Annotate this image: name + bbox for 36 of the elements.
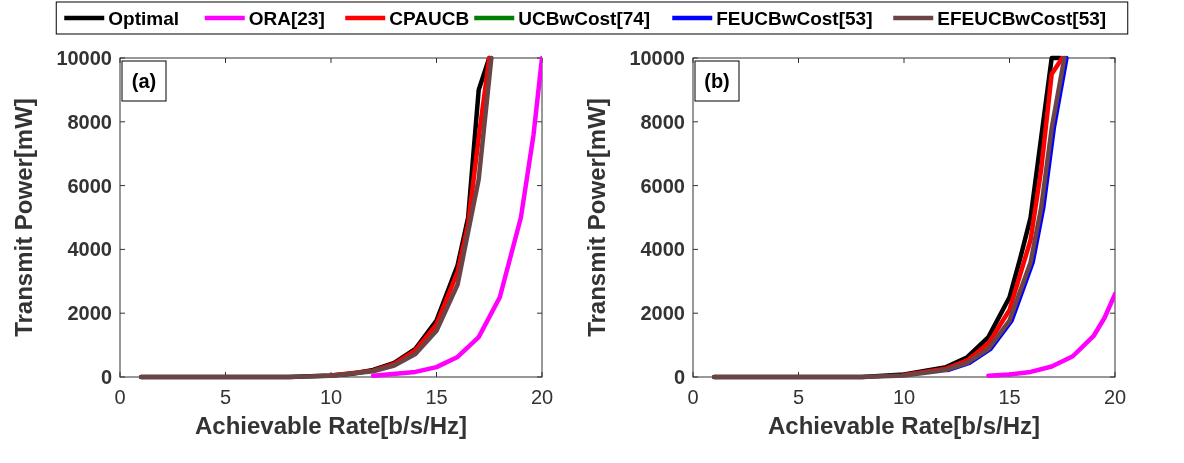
annotation: (a) <box>131 70 157 92</box>
y-tick-label: 0 <box>100 366 112 388</box>
y-tick-label: 10000 <box>629 47 685 69</box>
y-tick-label: 2000 <box>640 302 685 325</box>
y-tick-label: 6000 <box>640 174 685 197</box>
legend-label: FEUCBwCost[53] <box>716 8 873 29</box>
legend-label: UCBwCost[74] <box>518 8 651 29</box>
x-tick-label: 0 <box>687 386 699 408</box>
x-tick-label: 20 <box>1103 386 1127 408</box>
legend-label: Optimal <box>108 8 179 29</box>
x-tick-label: 20 <box>530 386 554 408</box>
y-tick-label: 2000 <box>67 302 112 325</box>
legend-label: ORA[23] <box>248 8 325 29</box>
x-tick-label: 10 <box>319 386 343 408</box>
x-tick-label: 15 <box>998 386 1021 408</box>
legend-label: EFEUCBwCost[53] <box>937 8 1107 29</box>
y-tick-label: 4000 <box>640 238 685 261</box>
legend-label: CPAUCB <box>389 8 470 29</box>
y-tick-label: 10000 <box>56 47 112 69</box>
x-tick-label: 5 <box>219 386 232 408</box>
y-axis-title: Transmit Power[mW] <box>583 98 610 337</box>
y-tick-label: 0 <box>673 366 685 388</box>
y-tick-label: 4000 <box>67 238 112 261</box>
x-axis-title: Achievable Rate[b/s/Hz] <box>194 412 468 439</box>
annotation: (b) <box>704 70 730 92</box>
line-series <box>986 291 1115 378</box>
y-tick-label: 8000 <box>67 110 112 133</box>
y-tick-label: 6000 <box>67 174 112 197</box>
x-tick-label: 5 <box>792 386 805 408</box>
x-axis-title: Achievable Rate[b/s/Hz] <box>767 412 1041 439</box>
x-tick-label: 0 <box>114 386 126 408</box>
y-tick-label: 8000 <box>640 110 685 133</box>
x-tick-label: 10 <box>892 386 916 408</box>
x-tick-label: 15 <box>425 386 448 408</box>
line-series <box>370 55 542 378</box>
y-axis-title: Transmit Power[mW] <box>10 98 37 337</box>
